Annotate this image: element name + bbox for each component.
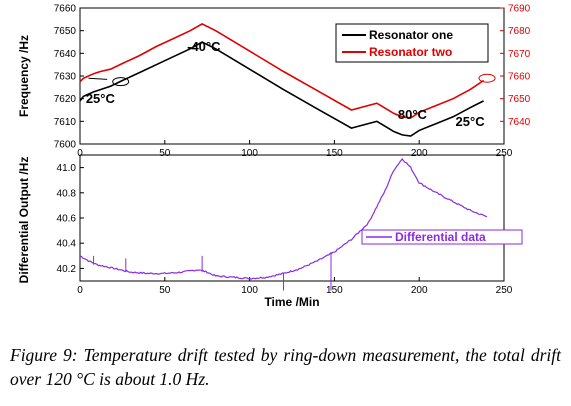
y-tick-label: 7660 <box>54 4 77 15</box>
legend-label-differential: Differential data <box>395 230 486 244</box>
y-tick-label: 40.6 <box>57 214 77 225</box>
time-x-axis-label: Time /Min <box>264 295 319 309</box>
y-tick-label: 7640 <box>54 49 77 60</box>
x-tick-label: 100 <box>241 148 258 159</box>
y2-tick-label: 7680 <box>508 26 531 37</box>
differential-y-axis-label: Differential Output /Hz <box>17 157 31 284</box>
marker-ellipse-end <box>479 74 495 82</box>
x-tick-label: 200 <box>411 285 428 296</box>
y-tick-label: 40.8 <box>57 188 77 199</box>
y2-tick-label: 7640 <box>508 117 531 128</box>
x-tick-label: 50 <box>159 285 171 296</box>
x-tick-label: 150 <box>326 285 343 296</box>
frequency-y-axis-label: Frequency /Hz <box>17 35 31 117</box>
y-tick-label: 41.0 <box>57 163 77 174</box>
x-tick-label: 250 <box>496 285 513 296</box>
temperature-annotation: -40°C <box>187 39 221 54</box>
legend-label-resonator-two: Resonator two <box>369 45 452 59</box>
y-tick-label: 7620 <box>54 94 77 105</box>
y2-tick-label: 7660 <box>508 72 531 83</box>
figure: 0 50 100 150 200 250 7600 7610 7620 7630 7640 7650… <box>0 0 571 340</box>
differential-chart: 0 50 100 150 200 250 40.2 40.4 40.6 40.8 41.0 Dif… <box>17 155 522 309</box>
figure-caption: Figure 9: Temperature drift tested by ri… <box>10 343 561 391</box>
y2-tick-label: 7670 <box>508 49 531 60</box>
x-tick-label: 150 <box>326 148 343 159</box>
y-tick-label: 7630 <box>54 72 77 83</box>
x-tick-label: 0 <box>77 285 83 296</box>
frequency-chart: 0 50 100 150 200 250 760076107620763076407650… <box>17 4 531 160</box>
x-tick-label: 50 <box>159 148 171 159</box>
x-tick-label: 200 <box>411 148 428 159</box>
temperature-annotation: 80°C <box>398 107 428 122</box>
y-tick-label: 40.4 <box>57 239 77 250</box>
temperature-annotation: 25°C <box>86 91 116 106</box>
legend-label-resonator-one: Resonator one <box>369 28 453 42</box>
x-tick-label: 100 <box>241 285 258 296</box>
y-tick-label: 40.2 <box>57 264 77 275</box>
series-differential-line <box>80 159 487 279</box>
marker-pointer-start <box>88 78 107 79</box>
frequency-legend: Resonator one Resonator two <box>336 24 488 62</box>
differential-legend: Differential data <box>362 230 522 244</box>
temperature-annotation: 25°C <box>456 114 486 129</box>
y2-tick-label: 7650 <box>508 94 531 105</box>
differential-plot-frame <box>80 155 504 281</box>
y-tick-label: 7650 <box>54 26 77 37</box>
y-tick-label: 7600 <box>54 140 77 151</box>
y-tick-label: 7610 <box>54 117 77 128</box>
y2-tick-label: 7690 <box>508 4 531 15</box>
